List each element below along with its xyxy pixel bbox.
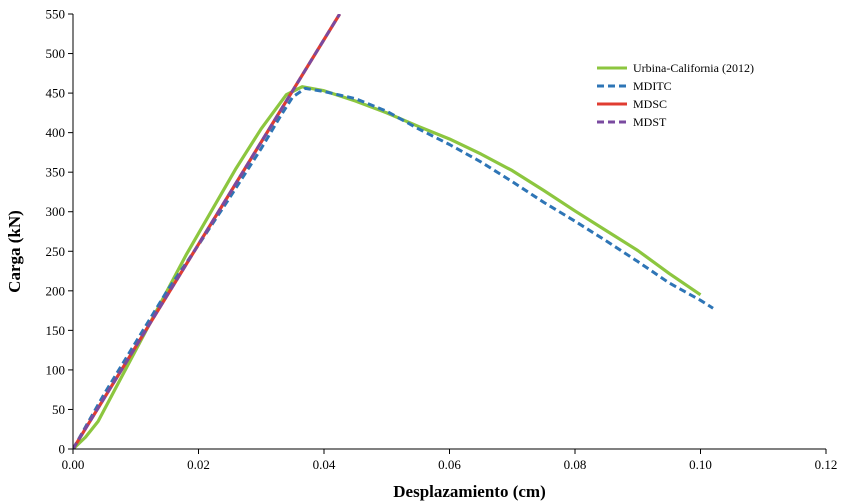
y-tick-label: 450: [46, 86, 66, 101]
series-line-4: [73, 14, 341, 449]
x-tick-label: 0.02: [187, 457, 210, 472]
x-tick-label: 0.08: [564, 457, 587, 472]
y-tick-label: 100: [46, 362, 66, 377]
y-tick-label: 250: [46, 244, 66, 259]
x-tick-label: 0.04: [313, 457, 336, 472]
axes-layer: 0 50 100 150 200 250 300 350 400 450 500 550 0.00 0.0…: [46, 7, 838, 473]
legend: Urbina-California (2012) MDITC MDSC MDST: [597, 61, 754, 129]
series-layer: [73, 14, 714, 449]
series-line-2: [73, 86, 714, 449]
y-tick-label: 200: [46, 283, 66, 298]
x-axis-title: Desplazamiento (cm): [393, 482, 546, 501]
y-tick-label: 500: [46, 46, 66, 61]
x-tick-label: 0.12: [815, 457, 838, 472]
y-tick-label: 150: [46, 323, 66, 338]
y-axis-title: Carga (kN): [5, 210, 24, 293]
x-tick-label: 0.00: [62, 457, 85, 472]
legend-label: MDITC: [633, 79, 672, 93]
x-tick-label: 0.10: [689, 457, 712, 472]
legend-label: MDSC: [633, 97, 667, 111]
legend-label: Urbina-California (2012): [633, 61, 754, 75]
y-tick-label: 400: [46, 125, 66, 140]
y-tick-label: 300: [46, 204, 66, 219]
y-tick-label: 50: [52, 402, 65, 417]
x-tick-label: 0.06: [438, 457, 461, 472]
series-line-1: [73, 85, 702, 449]
y-tick-label: 0: [59, 442, 66, 457]
y-tick-label: 350: [46, 165, 66, 180]
legend-label: MDST: [633, 115, 667, 129]
y-tick-label: 550: [46, 7, 66, 22]
